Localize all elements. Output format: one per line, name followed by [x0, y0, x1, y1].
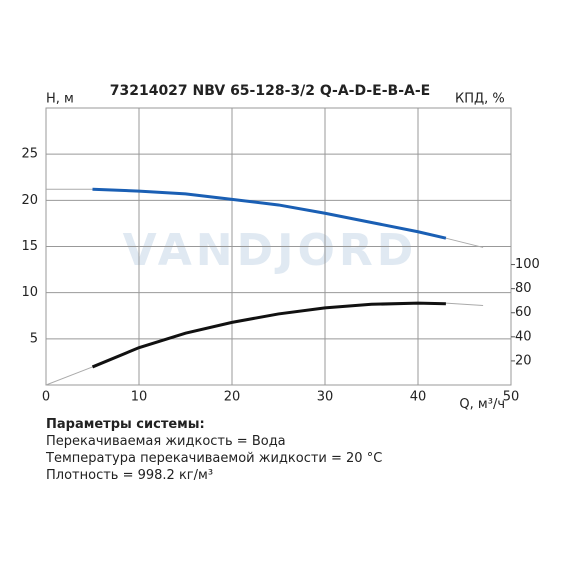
note-line: Плотность = 998.2 кг/м³ — [46, 468, 214, 483]
x-axis-label: Q, м³/ч — [459, 397, 505, 410]
note-line: Температура перекачиваемой жидкости = 20… — [46, 451, 383, 466]
note-line: Перекачиваемая жидкость = Вода — [46, 434, 286, 449]
y2-tick-label: 60 — [515, 305, 532, 320]
x-tick-label: 20 — [224, 390, 241, 405]
y2-tick-label: 100 — [515, 257, 540, 272]
y-tick-label: 15 — [21, 239, 38, 254]
chart: 73214027 NBV 65-128-3/2 Q-A-D-E-B-A-E VA… — [21, 83, 540, 410]
curve — [91, 301, 446, 369]
x-tick-label: 40 — [410, 390, 427, 405]
y2-tick-label: 80 — [515, 281, 532, 296]
y2-tick-label: 20 — [515, 353, 532, 368]
x-tick-label: 10 — [131, 390, 148, 405]
y2-axis-label: КПД, % — [455, 92, 505, 107]
x-tick-label: 50 — [503, 390, 520, 405]
y2-tick-label: 40 — [515, 329, 532, 344]
y-tick-label: 10 — [21, 285, 38, 300]
curve — [92, 187, 447, 240]
watermark: VANDJORD — [123, 225, 418, 276]
y-tick-label: 20 — [21, 193, 38, 208]
notes: Параметры системы: Перекачиваемая жидкос… — [46, 416, 382, 484]
y-tick-label: 25 — [21, 147, 38, 162]
y-tick-label: 5 — [30, 331, 38, 346]
x-tick-label: 30 — [317, 390, 334, 405]
x-tick-label: 0 — [42, 390, 50, 405]
notes-heading: Параметры системы: — [46, 417, 205, 432]
y-axis-label: H, м — [46, 92, 74, 107]
chart-title: 73214027 NBV 65-128-3/2 Q-A-D-E-B-A-E — [110, 83, 431, 99]
